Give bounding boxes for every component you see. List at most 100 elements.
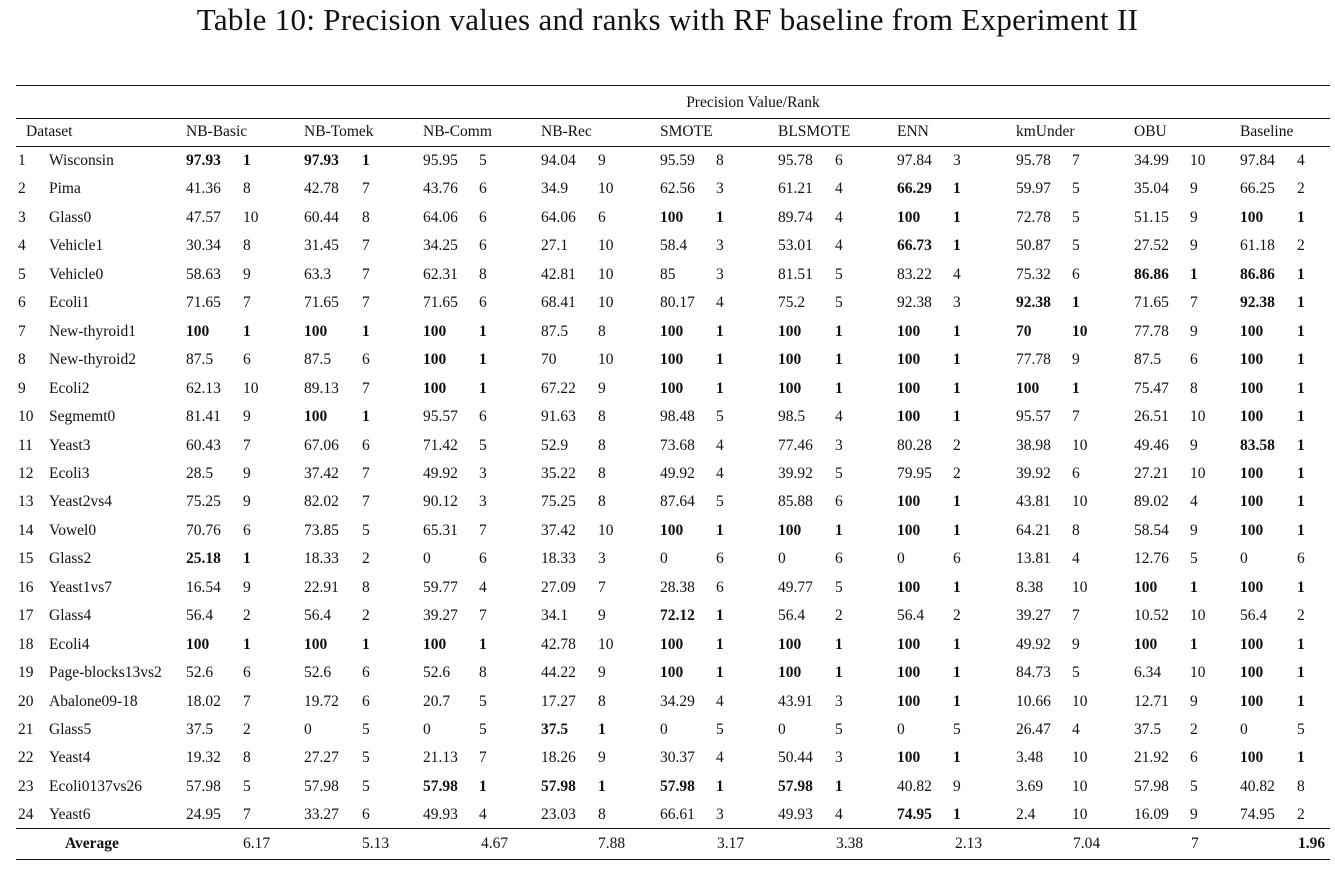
rank-value: 8 (243, 237, 251, 254)
rank-value: 1 (716, 351, 724, 368)
precision-value: 49.93 (423, 806, 458, 823)
precision-value: 33.27 (304, 806, 339, 823)
precision-value: 58.63 (186, 266, 221, 283)
precision-value: 90.12 (423, 493, 458, 510)
precision-value: 100 (897, 493, 921, 510)
rank-value: 6 (243, 351, 251, 368)
precision-value: 81.41 (186, 408, 221, 425)
body-top-rule (16, 146, 1330, 147)
rank-value: 1 (953, 493, 961, 510)
rank-value: 2 (953, 607, 961, 624)
rank-value: 6 (1072, 465, 1080, 482)
rank-value: 8 (598, 693, 606, 710)
rank-value: 9 (243, 493, 251, 510)
rank-value: 1 (835, 778, 843, 795)
precision-value: 12.71 (1134, 693, 1169, 710)
rank-value: 9 (598, 749, 606, 766)
precision-value: 100 (423, 323, 447, 340)
precision-value: 71.65 (423, 294, 458, 311)
precision-value: 100 (186, 636, 210, 653)
precision-value: 27.27 (304, 749, 339, 766)
precision-value: 42.78 (541, 636, 576, 653)
column-header-nb-rec: NB-Rec (541, 123, 592, 140)
rank-value: 2 (243, 607, 251, 624)
precision-value: 75.47 (1134, 380, 1169, 397)
precision-value: 52.6 (423, 664, 451, 681)
precision-value: 97.84 (1240, 152, 1275, 169)
precision-value: 83.58 (1240, 437, 1275, 454)
precision-value: 0 (423, 550, 431, 567)
rank-value: 6 (1190, 351, 1198, 368)
rank-value: 10 (1190, 465, 1206, 482)
rank-value: 1 (953, 749, 961, 766)
row-number: 23 (18, 778, 34, 795)
precision-value: 23.03 (541, 806, 576, 823)
precision-value: 100 (1134, 579, 1158, 596)
precision-value: 100 (1240, 323, 1264, 340)
precision-value: 57.98 (423, 778, 458, 795)
rank-value: 10 (598, 522, 614, 539)
rank-value: 1 (479, 636, 487, 653)
precision-value: 86.86 (1240, 266, 1275, 283)
precision-value: 18.33 (304, 550, 339, 567)
precision-value: 16.54 (186, 579, 221, 596)
rank-value: 1 (953, 636, 961, 653)
rank-value: 3 (835, 693, 843, 710)
rank-value: 4 (835, 180, 843, 197)
precision-value: 56.4 (1240, 607, 1268, 624)
precision-value: 0 (1240, 721, 1248, 738)
precision-value: 100 (897, 209, 921, 226)
precision-value: 95.78 (778, 152, 813, 169)
rank-value: 4 (835, 806, 843, 823)
rank-value: 1 (1297, 693, 1305, 710)
average-rank: 6.17 (243, 835, 271, 852)
precision-value: 95.95 (423, 152, 458, 169)
rank-value: 7 (362, 380, 370, 397)
rank-value: 7 (362, 493, 370, 510)
rank-value: 9 (1190, 806, 1198, 823)
rank-value: 5 (835, 294, 843, 311)
precision-value: 83.22 (897, 266, 932, 283)
precision-value: 39.27 (423, 607, 458, 624)
precision-value: 100 (897, 749, 921, 766)
precision-value: 100 (1240, 465, 1264, 482)
rank-value: 6 (716, 550, 724, 567)
rank-value: 7 (479, 749, 487, 766)
rank-value: 10 (1190, 408, 1206, 425)
row-number: 10 (18, 408, 34, 425)
precision-value: 100 (897, 351, 921, 368)
rank-value: 4 (1072, 721, 1080, 738)
precision-value: 51.15 (1134, 209, 1169, 226)
rank-value: 1 (953, 323, 961, 340)
precision-value: 75.32 (1016, 266, 1051, 283)
column-header-nb-basic: NB-Basic (186, 123, 248, 140)
header-rule (16, 118, 1330, 119)
rank-value: 9 (1072, 351, 1080, 368)
rank-value: 6 (479, 550, 487, 567)
rank-value: 4 (716, 693, 724, 710)
rank-value: 7 (362, 465, 370, 482)
precision-value: 100 (1240, 209, 1264, 226)
precision-value: 20.7 (423, 693, 451, 710)
rank-value: 10 (1072, 493, 1088, 510)
precision-value: 75.2 (778, 294, 806, 311)
column-header-obu: OBU (1134, 123, 1167, 140)
rank-value: 9 (1190, 437, 1198, 454)
precision-value: 8.38 (1016, 579, 1044, 596)
rank-value: 3 (716, 237, 724, 254)
precision-value: 100 (897, 579, 921, 596)
precision-value: 70.76 (186, 522, 221, 539)
rank-value: 6 (835, 152, 843, 169)
precision-value: 39.92 (778, 465, 813, 482)
precision-value: 100 (660, 351, 684, 368)
precision-value: 85 (660, 266, 676, 283)
precision-value: 89.02 (1134, 493, 1169, 510)
precision-value: 100 (897, 323, 921, 340)
dataset-name: Glass0 (49, 209, 92, 226)
precision-value: 0 (778, 721, 786, 738)
precision-value: 77.78 (1134, 323, 1169, 340)
rank-value: 7 (243, 294, 251, 311)
rank-value: 1 (716, 636, 724, 653)
row-number: 24 (18, 806, 34, 823)
precision-value: 34.29 (660, 693, 695, 710)
